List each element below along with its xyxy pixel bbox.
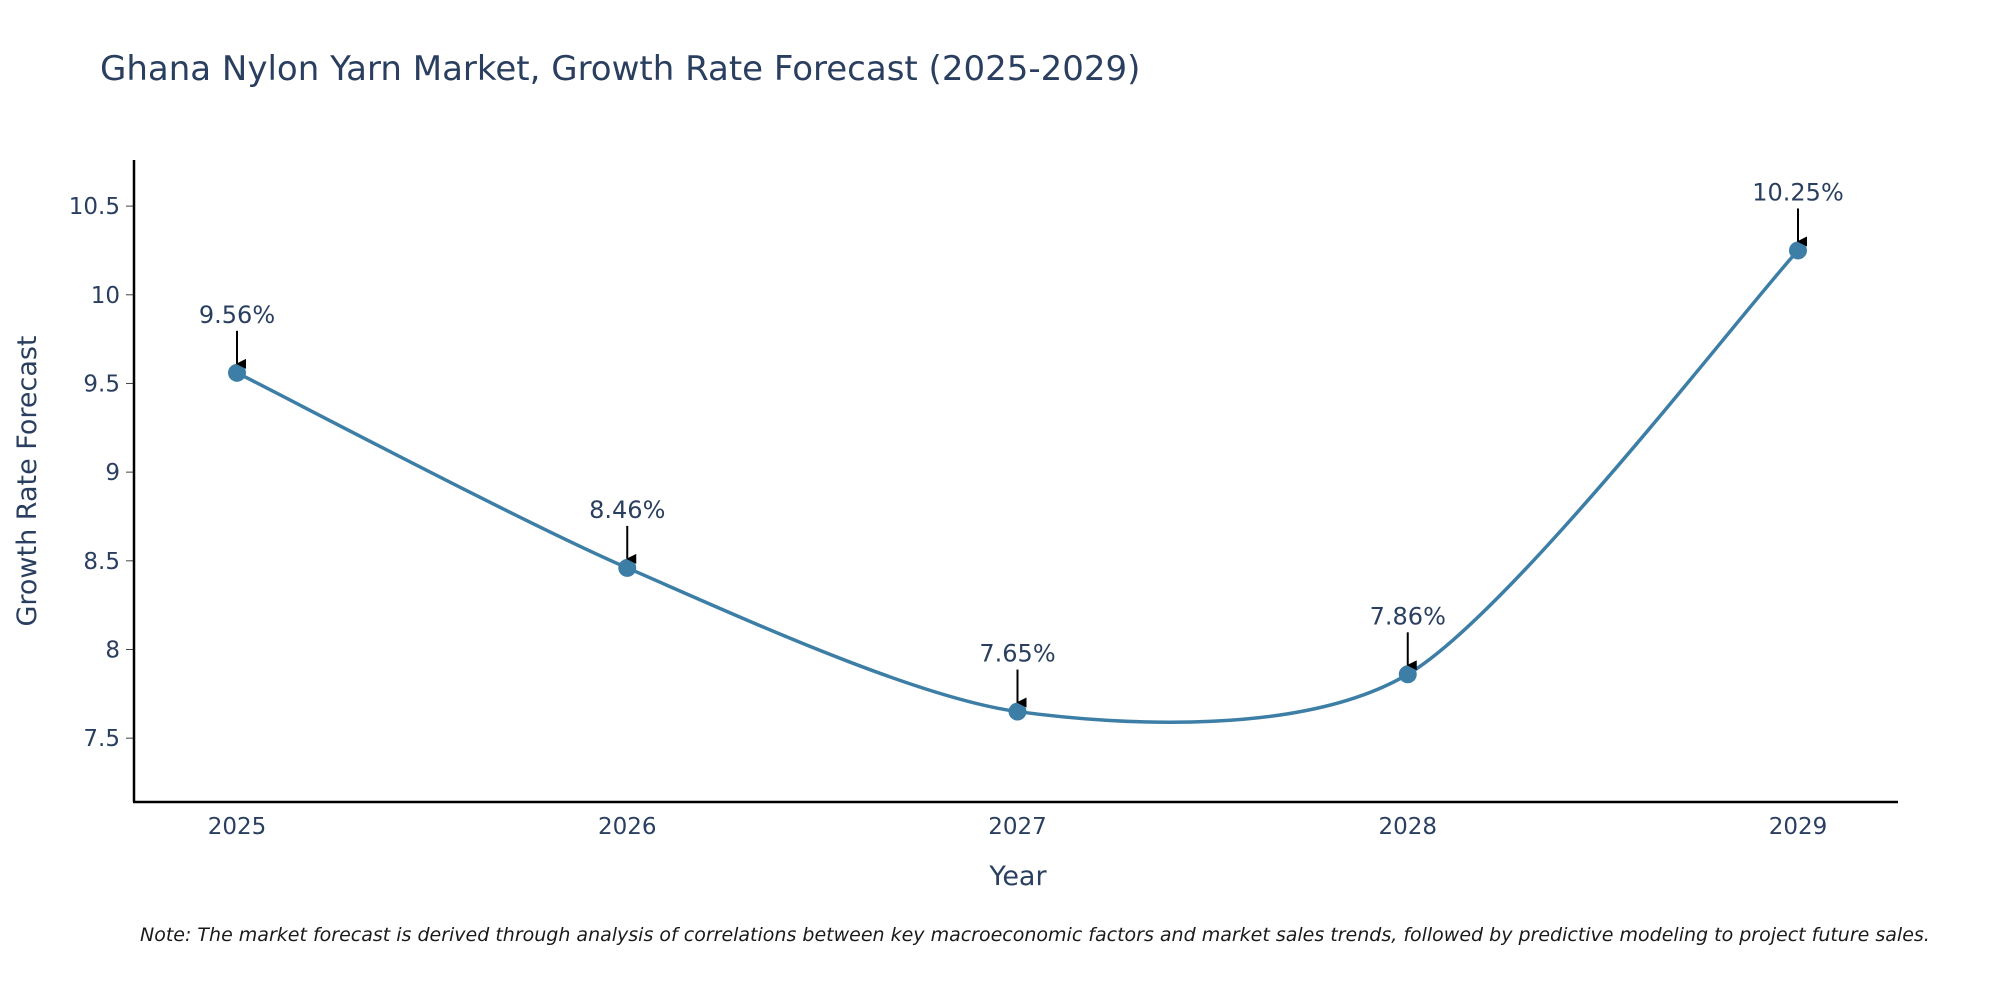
data-label: 7.86% xyxy=(1370,602,1446,630)
x-tick-label: 2025 xyxy=(208,814,267,840)
data-point-marker xyxy=(1789,241,1807,260)
x-tick-label: 2027 xyxy=(988,814,1047,840)
x-tick-label: 2029 xyxy=(1769,814,1828,840)
x-tick-label: 2028 xyxy=(1378,814,1437,840)
x-axis-title: Year xyxy=(988,861,1047,892)
chart-title: Ghana Nylon Yarn Market, Growth Rate For… xyxy=(100,49,1140,89)
data-label: 10.25% xyxy=(1752,178,1844,206)
data-point-marker xyxy=(1398,665,1417,684)
data-point-marker xyxy=(228,363,246,382)
data-point-marker xyxy=(618,558,637,577)
data-label: 7.65% xyxy=(979,640,1055,668)
y-tick-label: 8 xyxy=(105,637,120,663)
footnote: Note: The market forecast is derived thr… xyxy=(140,924,1930,946)
data-label: 9.56% xyxy=(199,301,275,329)
x-axis-ticks: 2025 2026 2027 2028 2029 xyxy=(208,814,1828,840)
data-label: 8.46% xyxy=(589,496,665,524)
data-annotations: 9.56% 8.46% 7.65% 7.86% 10.25% xyxy=(199,178,1844,708)
data-point-marker xyxy=(1008,702,1027,721)
y-tick-label: 9 xyxy=(105,460,120,486)
y-tick-label: 10 xyxy=(91,283,120,309)
y-axis-ticks: 7.5 8 8.5 9 9.5 10 10.5 xyxy=(69,194,134,752)
y-axis-title: Growth Rate Forecast xyxy=(12,335,43,626)
y-tick-label: 9.5 xyxy=(83,371,120,397)
y-tick-label: 7.5 xyxy=(83,726,120,752)
y-tick-label: 8.5 xyxy=(83,549,120,575)
series-line xyxy=(236,249,1800,724)
y-tick-label: 10.5 xyxy=(69,194,120,220)
x-tick-label: 2026 xyxy=(598,814,657,840)
